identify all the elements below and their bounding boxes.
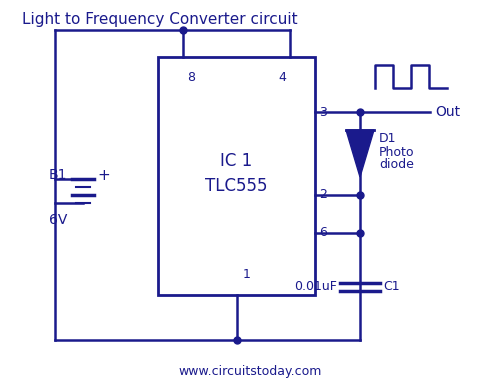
Polygon shape [346,130,374,177]
Text: C1: C1 [383,280,400,293]
Text: www.circuitstoday.com: www.circuitstoday.com [178,365,322,378]
Text: Light to Frequency Converter circuit: Light to Frequency Converter circuit [22,12,297,27]
Text: 8: 8 [187,71,195,84]
Text: D1: D1 [379,132,396,145]
Text: Out: Out [435,105,460,119]
Text: 6: 6 [319,226,327,240]
Text: 6V: 6V [48,213,67,227]
Text: 3: 3 [319,106,327,118]
Text: 4: 4 [278,71,286,84]
Text: diode: diode [379,158,414,171]
Text: B1: B1 [48,168,67,182]
Text: Photo: Photo [379,146,414,159]
Text: IC 1: IC 1 [220,152,252,170]
Text: 1: 1 [242,268,250,281]
Text: +: + [97,168,110,183]
Text: 0.01uF: 0.01uF [294,280,337,293]
Bar [158,57,315,295]
Text: TLC555: TLC555 [206,177,268,195]
Text: 2: 2 [319,188,327,202]
